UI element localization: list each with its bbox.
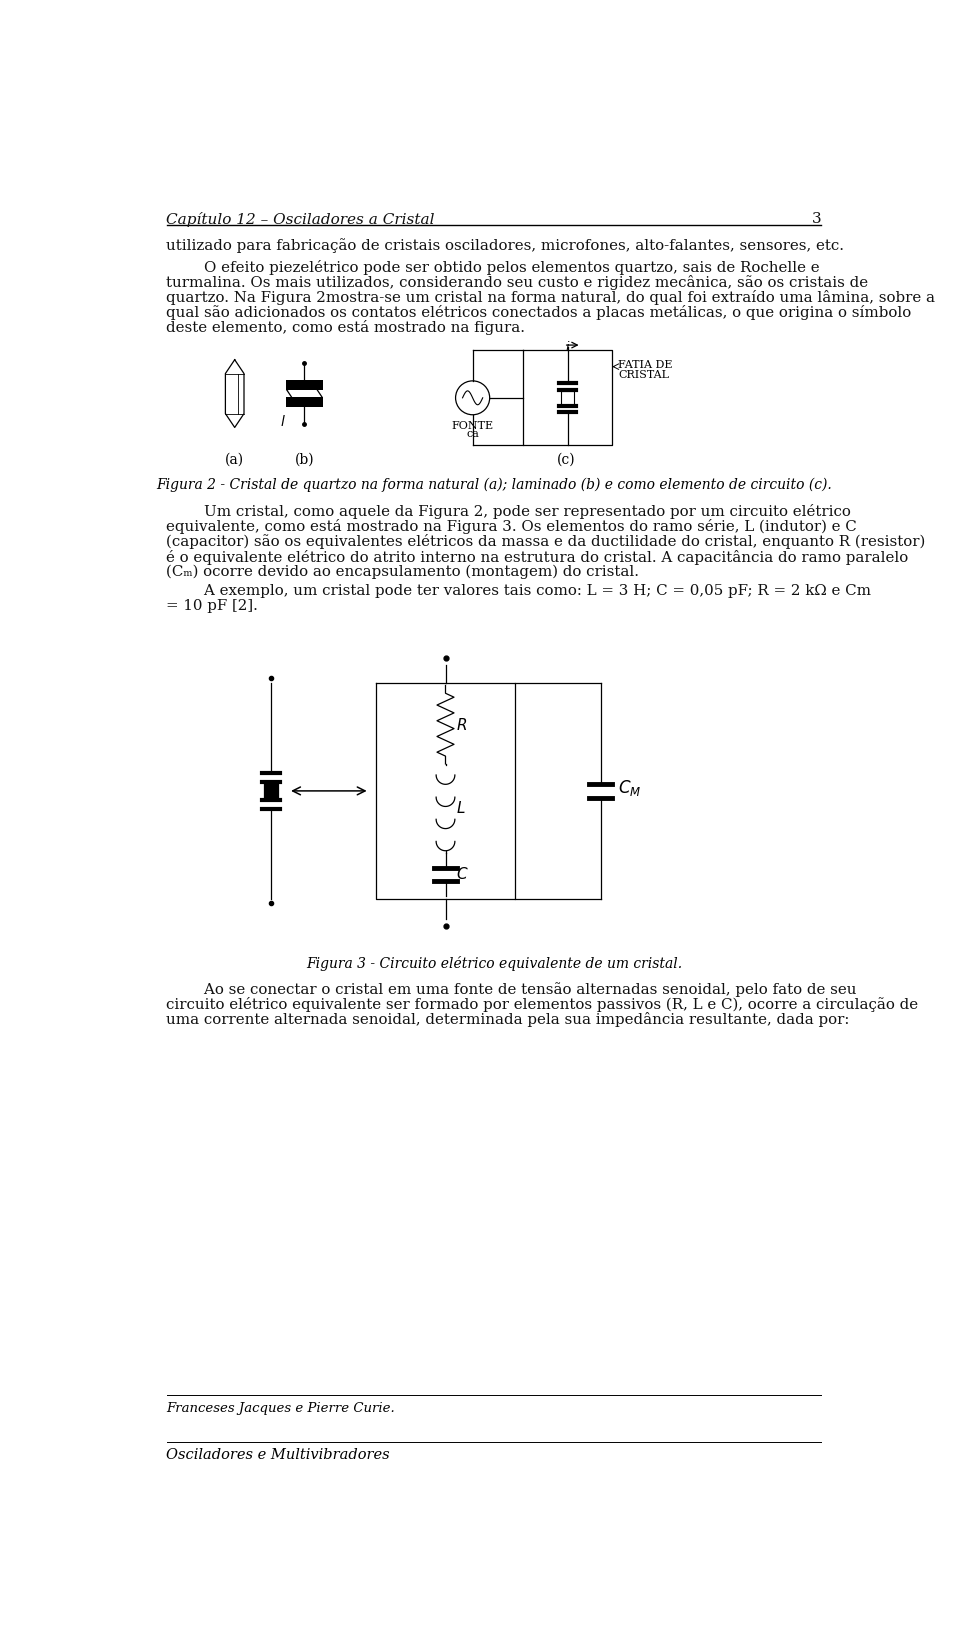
Text: 3: 3 — [812, 211, 822, 226]
Text: $C_M$: $C_M$ — [617, 777, 641, 799]
Text: Capítulo 12 – Osciladores a Cristal: Capítulo 12 – Osciladores a Cristal — [166, 211, 435, 226]
Text: turmalina. Os mais utilizados, considerando seu custo e rigidez mecânica, são os: turmalina. Os mais utilizados, considera… — [166, 274, 869, 290]
Text: Figura 2 - Cristal de quartzo na forma natural (a); laminado (b) e como elemento: Figura 2 - Cristal de quartzo na forma n… — [156, 477, 831, 492]
Text: circuito elétrico equivalente ser formado por elementos passivos (R, L e C), oco: circuito elétrico equivalente ser formad… — [166, 997, 919, 1011]
Text: Um cristal, como aquele da Figura 2, pode ser representado por um circuito elétr: Um cristal, como aquele da Figura 2, pod… — [166, 505, 852, 520]
Text: qual são adicionados os contatos elétricos conectados a placas metálicas, o que : qual são adicionados os contatos elétric… — [166, 305, 912, 320]
Bar — [264, 782, 278, 799]
Text: (c): (c) — [557, 452, 576, 467]
Text: utilizado para fabricação de cristais osciladores, microfones, alto-falantes, se: utilizado para fabricação de cristais os… — [166, 238, 845, 252]
Text: Figura 3 - Circuito elétrico equivalente de um cristal.: Figura 3 - Circuito elétrico equivalente… — [306, 957, 682, 972]
Text: deste elemento, como está mostrado na figura.: deste elemento, como está mostrado na fi… — [166, 320, 525, 335]
Text: CRISTAL: CRISTAL — [618, 370, 669, 380]
Text: (b): (b) — [295, 452, 314, 467]
Text: é o equivalente elétrico do atrito interno na estrutura do cristal. A capacitânc: é o equivalente elétrico do atrito inter… — [166, 549, 909, 564]
Text: Ao se conectar o cristal em uma fonte de tensão alternadas senoidal, pelo fato d: Ao se conectar o cristal em uma fonte de… — [166, 982, 857, 997]
Text: $C$: $C$ — [456, 866, 468, 883]
Text: $R$: $R$ — [456, 716, 468, 733]
Text: FONTE: FONTE — [451, 421, 493, 431]
Text: Osciladores e Multivibradores: Osciladores e Multivibradores — [166, 1447, 390, 1462]
Text: = 10 pF [2].: = 10 pF [2]. — [166, 599, 258, 614]
Text: ca: ca — [467, 429, 479, 439]
Text: O efeito piezelétrico pode ser obtido pelos elementos quartzo, sais de Rochelle : O efeito piezelétrico pode ser obtido pe… — [166, 259, 820, 274]
Text: FATIA DE: FATIA DE — [618, 360, 673, 371]
Text: $l$: $l$ — [280, 414, 286, 429]
Text: (a): (a) — [226, 452, 244, 467]
Text: uma corrente alternada senoidal, determinada pela sua impedância resultante, dad: uma corrente alternada senoidal, determi… — [166, 1011, 850, 1026]
Bar — [562, 391, 574, 404]
Text: Franceses Jacques e Pierre Curie.: Franceses Jacques e Pierre Curie. — [166, 1401, 396, 1414]
Text: equivalente, como está mostrado na Figura 3. Os elementos do ramo série, L (indu: equivalente, como está mostrado na Figur… — [166, 520, 857, 535]
Text: $L$: $L$ — [456, 800, 466, 817]
Text: quartzo. Na Figura 2mostra-se um cristal na forma natural, do qual foi extraído : quartzo. Na Figura 2mostra-se um cristal… — [166, 290, 935, 305]
Text: (Cₘ) ocorre devido ao encapsulamento (montagem) do cristal.: (Cₘ) ocorre devido ao encapsulamento (mo… — [166, 564, 639, 579]
Text: $i$: $i$ — [565, 340, 570, 355]
Text: A exemplo, um cristal pode ter valores tais como: L = 3 H; C = 0,05 pF; R = 2 kΩ: A exemplo, um cristal pode ter valores t… — [166, 584, 872, 599]
Text: (capacitor) são os equivalentes elétricos da massa e da ductilidade do cristal, : (capacitor) são os equivalentes elétrico… — [166, 535, 925, 549]
